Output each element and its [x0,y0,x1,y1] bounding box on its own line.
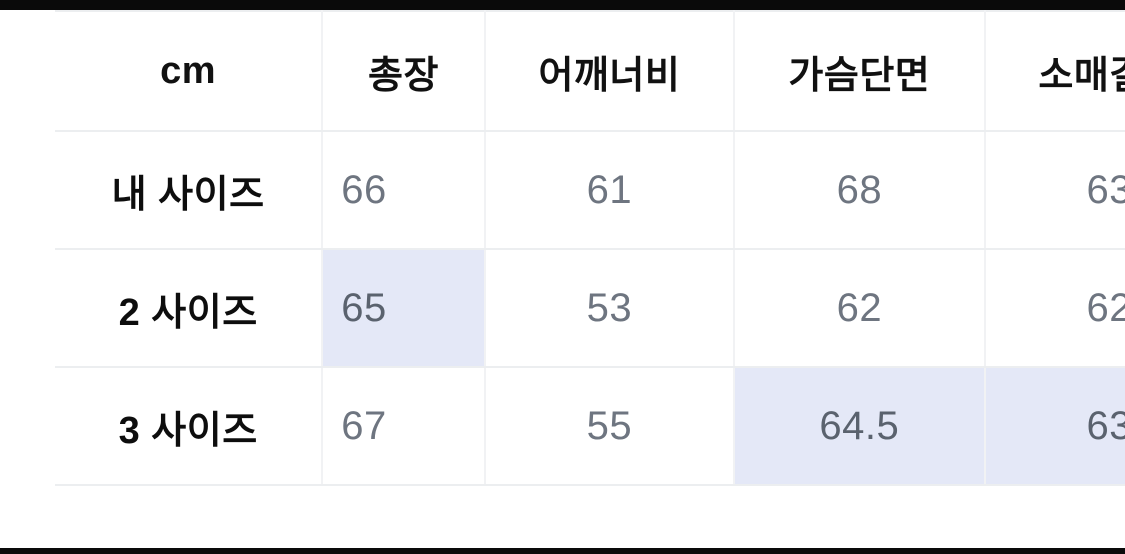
cell-r1-c3: 62 [983,248,1125,368]
header-col-3: 소매길이 [983,10,1125,132]
table-row: 3 사이즈 67 55 64.5 63 [55,366,1125,486]
cell-value: 63 [1086,167,1125,212]
row-label-0: 내 사이즈 [55,130,324,250]
cell-value: 53 [586,285,633,330]
cell-value: 65 [341,285,387,330]
cell-value: 68 [836,167,883,212]
cell-r2-c2: 64.5 [733,366,986,486]
cell-r0-c3: 63 [983,130,1125,250]
cell-r2-c3: 63 [983,366,1125,486]
cell-value: 61 [586,167,633,212]
cell-value: 62 [836,285,883,330]
cell-value: 62 [1086,285,1125,330]
table-row: 2 사이즈 65 53 62 62 [55,248,1125,368]
header-col-1: 어깨너비 [483,10,736,132]
cell-r0-c1: 61 [483,130,736,250]
cell-r0-c2: 68 [733,130,986,250]
header-unit-cm: cm [55,10,324,132]
cell-r1-c0: 65 [321,248,486,368]
cell-value: 66 [341,167,387,212]
cell-r2-c1: 55 [483,366,736,486]
cell-r1-c1: 53 [483,248,736,368]
size-table-container: cm 총장 어깨너비 가슴단면 소매길이 내 사이즈 66 61 68 63 2… [55,10,1125,489]
cell-value: 63 [1086,403,1125,448]
cell-value: 67 [341,403,387,448]
top-black-bar [0,0,1125,10]
row-label-2: 3 사이즈 [55,366,324,486]
size-comparison-table: cm 총장 어깨너비 가슴단면 소매길이 내 사이즈 66 61 68 63 2… [55,10,1125,486]
cell-r2-c0: 67 [321,366,486,486]
cell-value: 64.5 [819,403,900,448]
bottom-black-bar [0,548,1125,554]
cell-r1-c2: 62 [733,248,986,368]
cell-r0-c0: 66 [321,130,486,250]
header-col-0: 총장 [321,10,486,132]
table-row: 내 사이즈 66 61 68 63 [55,130,1125,250]
header-col-2: 가슴단면 [733,10,986,132]
cell-value: 55 [586,403,633,448]
row-label-1: 2 사이즈 [55,248,324,368]
table-header-row: cm 총장 어깨너비 가슴단면 소매길이 [55,10,1125,132]
